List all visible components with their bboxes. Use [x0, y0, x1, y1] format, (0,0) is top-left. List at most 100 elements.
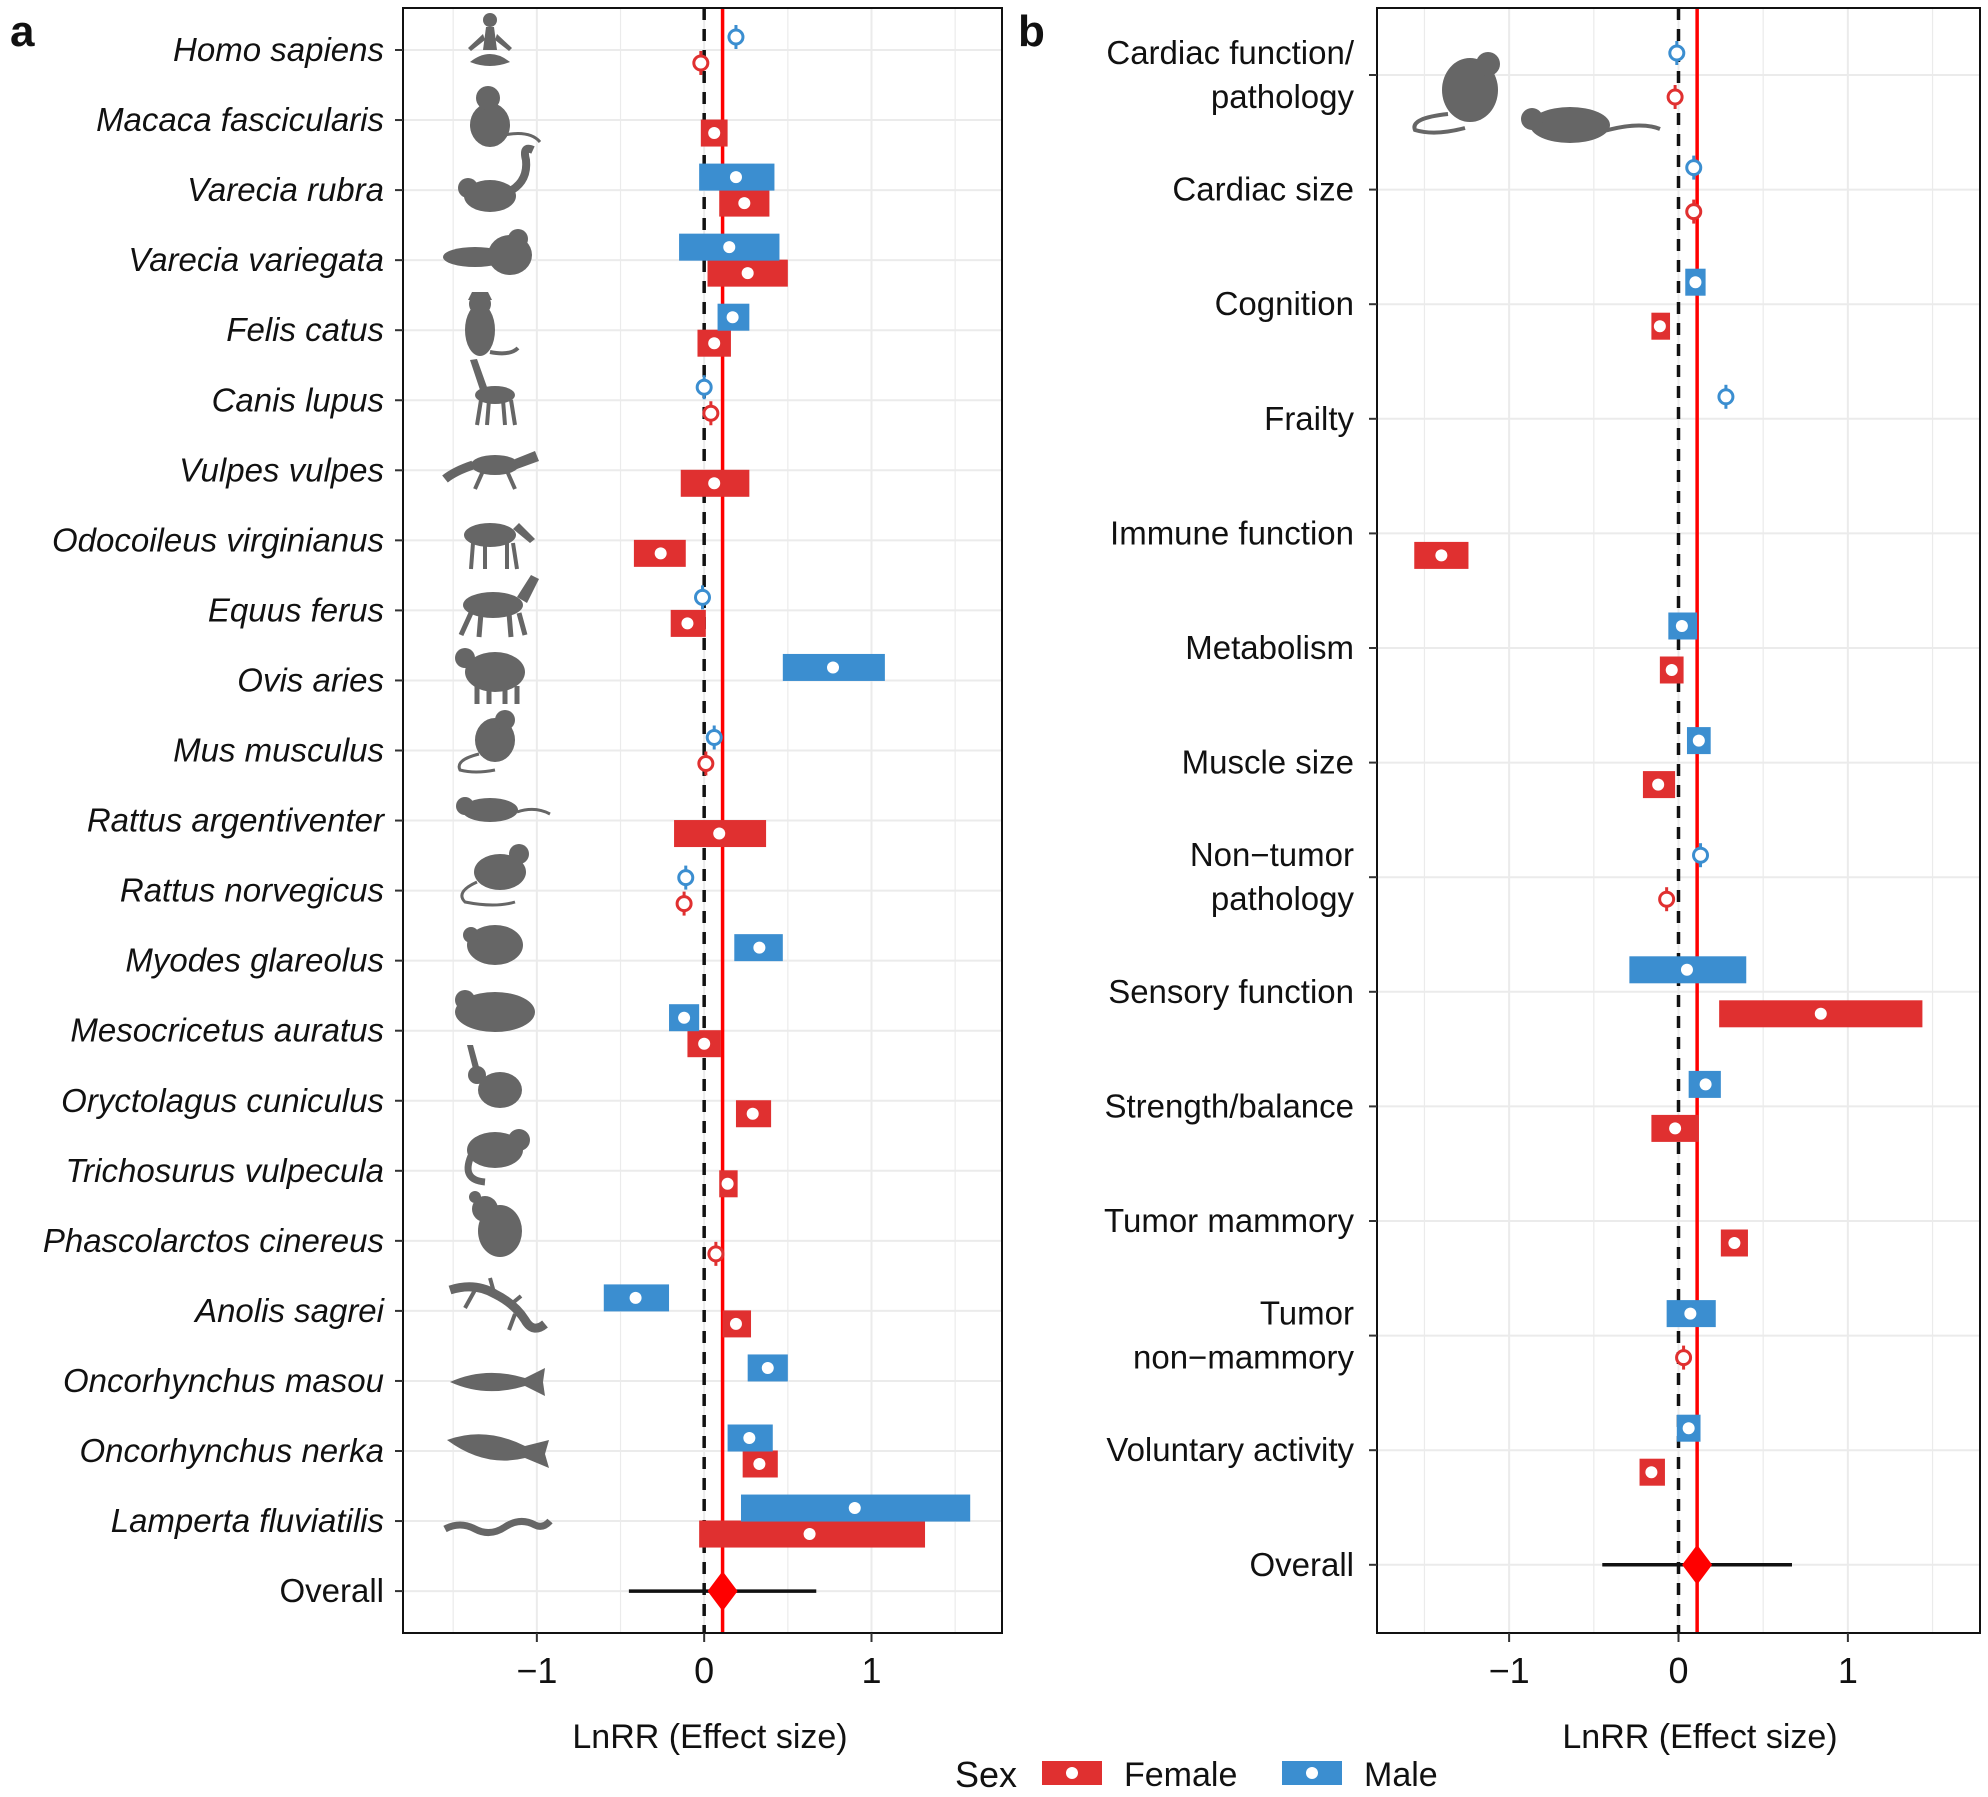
- overall-estimate: [1602, 1544, 1792, 1585]
- point-estimate: [705, 729, 723, 746]
- y-label-macaca-fascicularis: Macaca fascicularis: [96, 101, 384, 138]
- point-estimate: [1692, 734, 1705, 747]
- y-label-felis-catus: Felis catus: [226, 311, 384, 348]
- y-label-mus-musculus: Mus musculus: [173, 732, 384, 769]
- y-label-voluntary-activity: Voluntary activity: [1106, 1431, 1354, 1468]
- varecia-variegata-silhouette-icon: [443, 229, 532, 275]
- overall-diamond: [1682, 1544, 1713, 1585]
- point-estimate: [1653, 320, 1666, 333]
- mark-female-oncorhynchus-nerka: [742, 1450, 778, 1478]
- point-estimate: [1689, 276, 1702, 289]
- mark-female-lamperta-fluviatilis: [699, 1520, 926, 1548]
- macaca-silhouette-icon: [470, 86, 542, 147]
- mark-female-sensory-function: [1719, 1000, 1923, 1028]
- y-label-metabolism: Metabolism: [1185, 629, 1354, 666]
- mark-female-felis-catus: [697, 329, 731, 357]
- point-estimate: [1658, 890, 1676, 908]
- mark-female-odocoileus-virginianus: [633, 539, 686, 567]
- point-estimate: [723, 241, 736, 254]
- point-estimate: [707, 1245, 725, 1263]
- y-label-muscle-size: Muscle size: [1182, 744, 1354, 781]
- mark-female-cardiac-size: [1685, 199, 1703, 224]
- mark-male-anolis-sagrei: [603, 1284, 670, 1312]
- mark-female-vulpes-vulpes: [680, 469, 750, 497]
- panel-b-x-ticks: −1 0 1: [1489, 1633, 1858, 1691]
- point-estimate: [629, 1291, 642, 1304]
- homo-sapiens-silhouette-icon: [468, 13, 512, 66]
- felis-catus-silhouette-icon: [465, 292, 520, 356]
- point-estimate: [741, 267, 754, 280]
- y-label-lamperta-fluviatilis: Lamperta fluviatilis: [111, 1502, 384, 1539]
- point-estimate: [729, 1317, 742, 1330]
- mark-female-metabolism: [1659, 656, 1684, 684]
- mark-male-equus-ferus: [694, 585, 711, 610]
- point-estimate: [1699, 1078, 1712, 1091]
- overall-estimate: [628, 1571, 817, 1612]
- mark-female-voluntary-activity: [1639, 1458, 1665, 1486]
- point-estimate: [729, 171, 742, 184]
- mark-male-myodes-glareolus: [734, 934, 783, 962]
- mark-male-non-tumor-pathology: [1692, 843, 1710, 868]
- point-estimate: [698, 1037, 711, 1050]
- phascolarctos-silhouette-icon: [469, 1191, 522, 1257]
- panel-a: a Homo: [10, 7, 1003, 1756]
- point-estimate: [708, 477, 721, 490]
- point-estimate: [1666, 88, 1684, 106]
- mark-male-metabolism: [1668, 612, 1698, 640]
- canis-lupus-silhouette-icon: [470, 359, 517, 426]
- x-tick-label: 0: [694, 1650, 714, 1691]
- panel-a-marks: [603, 25, 971, 1612]
- ovis-silhouette-icon: [455, 648, 525, 704]
- y-label-ovis-aries: Ovis aries: [237, 661, 384, 698]
- point-estimate: [1717, 388, 1735, 406]
- point-estimate: [761, 1361, 774, 1374]
- mark-female-varecia-variegata: [707, 259, 788, 287]
- y-label-oncorhynchus-nerka: Oncorhynchus nerka: [80, 1432, 385, 1469]
- point-estimate: [1645, 1466, 1658, 1479]
- point-estimate: [697, 755, 715, 772]
- mark-male-cardiac-function-pathology: [1668, 41, 1686, 65]
- x-tick-label: −1: [1489, 1650, 1530, 1691]
- rattus-norvegicus-silhouette-icon: [460, 844, 529, 907]
- rattus-argentiventer-silhouette-icon: [456, 797, 551, 822]
- y-label-myodes-glareolus: Myodes glareolus: [125, 942, 384, 979]
- mark-female-non-tumor-pathology: [1658, 887, 1676, 912]
- point-estimate: [1692, 846, 1710, 864]
- y-label-overall: Overall: [1249, 1546, 1354, 1583]
- legend-label: Female: [1124, 1756, 1237, 1794]
- x-tick-label: −1: [516, 1650, 557, 1691]
- mark-male-mus-musculus: [705, 725, 723, 750]
- point-estimate: [743, 1432, 756, 1444]
- point-estimate: [727, 28, 745, 46]
- mark-female-phascolarctos-cinereus: [707, 1241, 725, 1266]
- mark-female-macaca-fascicularis: [700, 119, 728, 147]
- point-estimate: [726, 311, 739, 324]
- point-estimate: [753, 941, 766, 954]
- y-label-non-tumor-pathology: Non−tumor pathology: [1190, 836, 1355, 917]
- y-label-cardiac-size: Cardiac size: [1172, 171, 1354, 208]
- panel-b-y-labels: Cardiac function/pathology Cardiac size Co…: [1104, 34, 1377, 1583]
- point-estimate: [1685, 159, 1703, 177]
- point-estimate: [681, 617, 694, 630]
- point-estimate: [1728, 1237, 1741, 1249]
- y-label-trichosurus-vulpecula: Trichosurus vulpecula: [65, 1152, 384, 1189]
- mus-silhouette-icon: [457, 710, 515, 774]
- legend-item-male: Male: [1282, 1756, 1438, 1794]
- y-label-strength-balance: Strength/balance: [1104, 1087, 1354, 1124]
- mark-female-varecia-rubra: [719, 189, 770, 217]
- mark-male-oncorhynchus-masou: [747, 1354, 788, 1382]
- mark-female-tumor-non-mammory: [1675, 1345, 1693, 1370]
- y-label-frailty: Frailty: [1264, 400, 1354, 437]
- mark-male-cardiac-size: [1685, 155, 1703, 180]
- y-label-odocoileus-virginianus: Odocoileus virginianus: [52, 521, 384, 558]
- y-label-oncorhynchus-masou: Oncorhynchus masou: [63, 1362, 384, 1399]
- mark-male-sensory-function: [1629, 956, 1747, 984]
- point-estimate: [678, 1011, 691, 1024]
- y-label-varecia-rubra: Varecia rubra: [187, 171, 384, 208]
- mark-male-mesocricetus-auratus: [669, 1004, 700, 1032]
- point-estimate: [675, 895, 693, 913]
- mark-male-frailty: [1717, 384, 1735, 409]
- panel-a-silhouettes: [442, 13, 553, 1536]
- panel-a-x-ticks: −1 0 1: [516, 1633, 882, 1691]
- y-label-tumor-mammory: Tumor mammory: [1104, 1202, 1354, 1239]
